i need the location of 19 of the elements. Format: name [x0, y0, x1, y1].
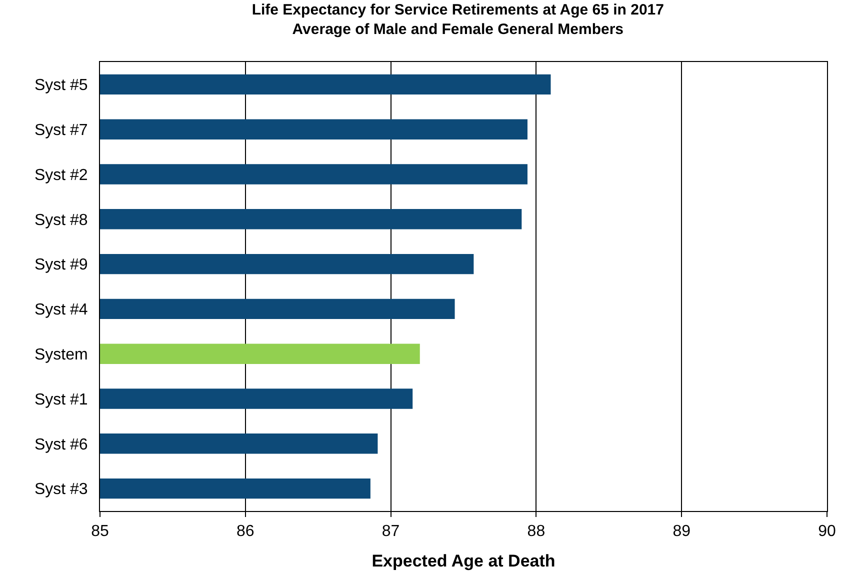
- x-tick-label: 89: [672, 523, 691, 540]
- chart-title: Life Expectancy for Service Retirements at Age 65 in 2017: [252, 1, 664, 18]
- chart-subtitle: Average of Male and Female General Members: [292, 20, 624, 38]
- y-tick-label: Syst #3: [34, 481, 88, 498]
- x-tick-label: 87: [382, 523, 400, 540]
- y-tick-label: Syst #9: [34, 256, 88, 274]
- y-tick-label: Syst #2: [34, 166, 88, 184]
- x-tick-label: 88: [527, 523, 546, 540]
- y-tick-label: Syst #1: [34, 391, 88, 408]
- y-tick-label: Syst #8: [34, 212, 88, 229]
- y-tick-label: Syst #5: [34, 77, 88, 94]
- x-tick-label: 85: [91, 523, 109, 540]
- y-tick-label: Syst #6: [34, 436, 88, 454]
- x-axis-title: Expected Age at Death: [372, 552, 556, 571]
- x-tick-label: 86: [236, 523, 254, 540]
- y-tick-label: Syst #7: [34, 122, 88, 139]
- x-tick-label: 90: [818, 523, 836, 540]
- y-tick-label: Syst #4: [34, 302, 88, 319]
- y-tick-label: System: [34, 346, 88, 364]
